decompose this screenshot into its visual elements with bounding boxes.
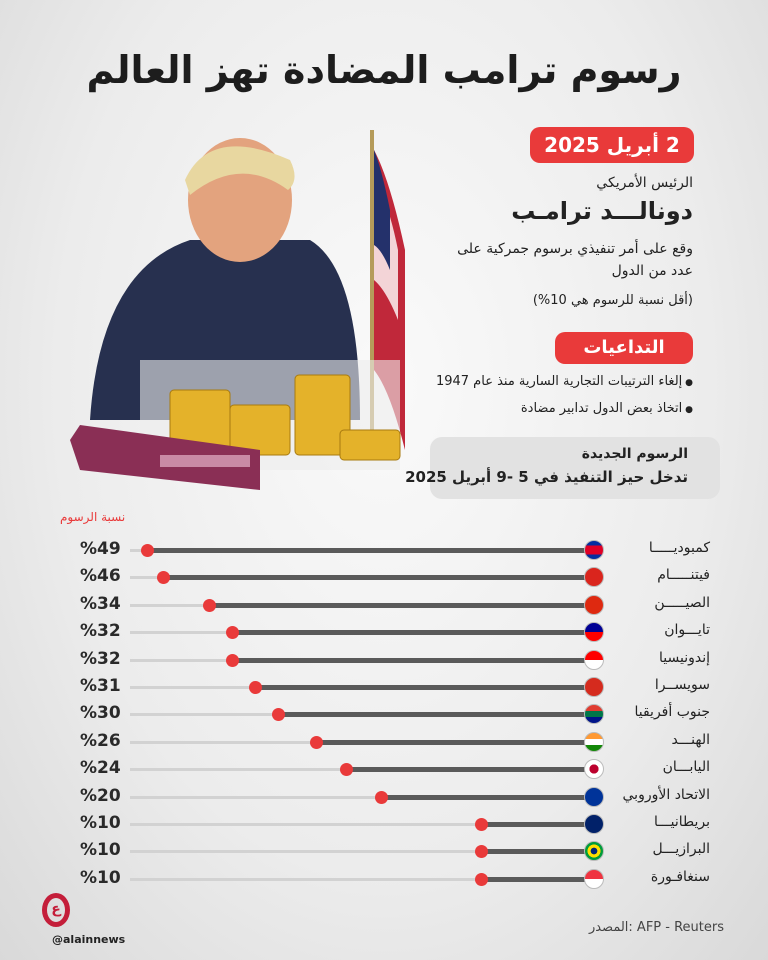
india-flag-icon bbox=[584, 731, 604, 752]
value-label: %20 bbox=[80, 785, 121, 806]
value-label: %30 bbox=[80, 703, 121, 724]
new-tariffs-date: تدخل حيز التنفيذ في 5 -9 أبريل 2025 bbox=[405, 468, 688, 486]
value-label: %46 bbox=[80, 566, 121, 587]
chart-axis-label: نسبة الرسوم bbox=[60, 510, 126, 524]
value-dot bbox=[226, 653, 239, 667]
country-label: إندونيسيا bbox=[659, 649, 710, 666]
value-dot bbox=[157, 571, 170, 585]
person-name: دونالـــد ترامـب bbox=[511, 197, 693, 225]
country-label: الصيـــــن bbox=[654, 594, 710, 611]
value-label: %10 bbox=[80, 813, 121, 833]
bar-line bbox=[232, 630, 594, 636]
brazil-flag-icon bbox=[584, 841, 604, 862]
bar-line bbox=[346, 767, 594, 773]
country-label: فيتنـــــام bbox=[657, 567, 710, 584]
country-label: اليابـــان bbox=[662, 759, 710, 776]
role-label: الرئيس الأمريكي bbox=[596, 175, 693, 191]
country-label: البرازيـــل bbox=[652, 841, 710, 858]
consequence-item: إلغاء الترتيبات التجارية السارية منذ عام… bbox=[436, 374, 693, 389]
bar-line bbox=[209, 602, 594, 608]
new-tariffs-title: الرسوم الجديدة bbox=[581, 446, 688, 462]
country-label: تايـــوان bbox=[664, 622, 710, 639]
country-label: الاتحاد الأوروبي bbox=[622, 786, 710, 803]
country-label: جنوب أفريقيا bbox=[634, 704, 710, 721]
country-label: الهنـــد bbox=[671, 731, 711, 748]
value-dot bbox=[249, 681, 262, 694]
value-label: %24 bbox=[80, 758, 121, 779]
value-label: %10 bbox=[80, 840, 121, 861]
country-label: سويســرا bbox=[654, 677, 710, 693]
track-line bbox=[130, 877, 594, 881]
bar-line bbox=[481, 849, 594, 855]
value-dot bbox=[475, 872, 488, 886]
china-flag-icon bbox=[584, 594, 604, 615]
bar-line bbox=[232, 657, 594, 663]
bar-line bbox=[481, 876, 594, 882]
japan-flag-icon bbox=[584, 759, 604, 780]
country-label: سنغافـورة bbox=[650, 868, 710, 885]
new-tariffs-box bbox=[430, 437, 720, 499]
cambodia-flag-icon bbox=[584, 540, 604, 560]
value-label: %32 bbox=[80, 648, 121, 669]
value-label: %32 bbox=[80, 621, 121, 642]
switzerland-flag-icon bbox=[584, 677, 604, 697]
bar-line bbox=[381, 794, 594, 800]
value-label: %49 bbox=[80, 539, 121, 559]
social-handle: @alainnews bbox=[52, 933, 126, 946]
indonesia-flag-icon bbox=[584, 649, 604, 670]
description: وقع على أمر تنفيذي برسوم جمركية على عدد … bbox=[457, 241, 693, 279]
min-rate-note: (أقل نسبة للرسوم هي 10%) bbox=[532, 293, 693, 308]
value-label: %34 bbox=[80, 593, 121, 614]
bar-line bbox=[163, 575, 594, 581]
consequences-badge: التداعيات bbox=[555, 332, 693, 364]
source-credit: المصدر: AFP - Reuters bbox=[588, 920, 724, 935]
trump-illustration bbox=[70, 130, 405, 490]
singapore-flag-icon bbox=[584, 868, 604, 889]
value-dot bbox=[310, 735, 323, 749]
hair bbox=[185, 146, 295, 195]
bar-line bbox=[278, 712, 594, 718]
value-dot bbox=[226, 626, 239, 640]
eu-flag-icon bbox=[584, 786, 604, 807]
value-dot bbox=[475, 818, 488, 831]
uk-flag-icon bbox=[584, 814, 604, 834]
value-dot bbox=[475, 845, 488, 859]
country-label: بريطانيـــا bbox=[654, 814, 710, 830]
value-dot bbox=[272, 708, 285, 722]
taiwan-flag-icon bbox=[584, 622, 604, 643]
bar-line bbox=[147, 548, 594, 553]
track-line bbox=[130, 823, 594, 826]
alain-logo: ع bbox=[42, 893, 70, 927]
bar-line bbox=[481, 822, 594, 827]
track-line bbox=[130, 850, 594, 854]
bar-line bbox=[316, 739, 594, 745]
value-dot bbox=[203, 598, 216, 612]
consequence-item: اتخاذ بعض الدول تدابير مضادة bbox=[521, 401, 693, 416]
south-africa-flag-icon bbox=[584, 704, 604, 725]
value-dot bbox=[141, 544, 154, 557]
calculator-icon bbox=[70, 425, 260, 490]
value-label: %10 bbox=[80, 867, 121, 888]
value-dot bbox=[340, 763, 353, 777]
value-dot bbox=[375, 790, 388, 804]
country-label: كمبوديـــــا bbox=[648, 540, 710, 556]
gold-coins-icon bbox=[169, 374, 401, 461]
flagpole bbox=[370, 130, 374, 460]
value-label: %26 bbox=[80, 730, 121, 751]
track-line bbox=[130, 795, 594, 799]
bar-line bbox=[255, 685, 594, 690]
value-label: %31 bbox=[80, 676, 121, 696]
vietnam-flag-icon bbox=[584, 567, 604, 588]
page-title: رسوم ترامب المضادة تهز العالم bbox=[86, 48, 682, 92]
date-badge: 2 أبريل 2025 bbox=[530, 127, 694, 163]
